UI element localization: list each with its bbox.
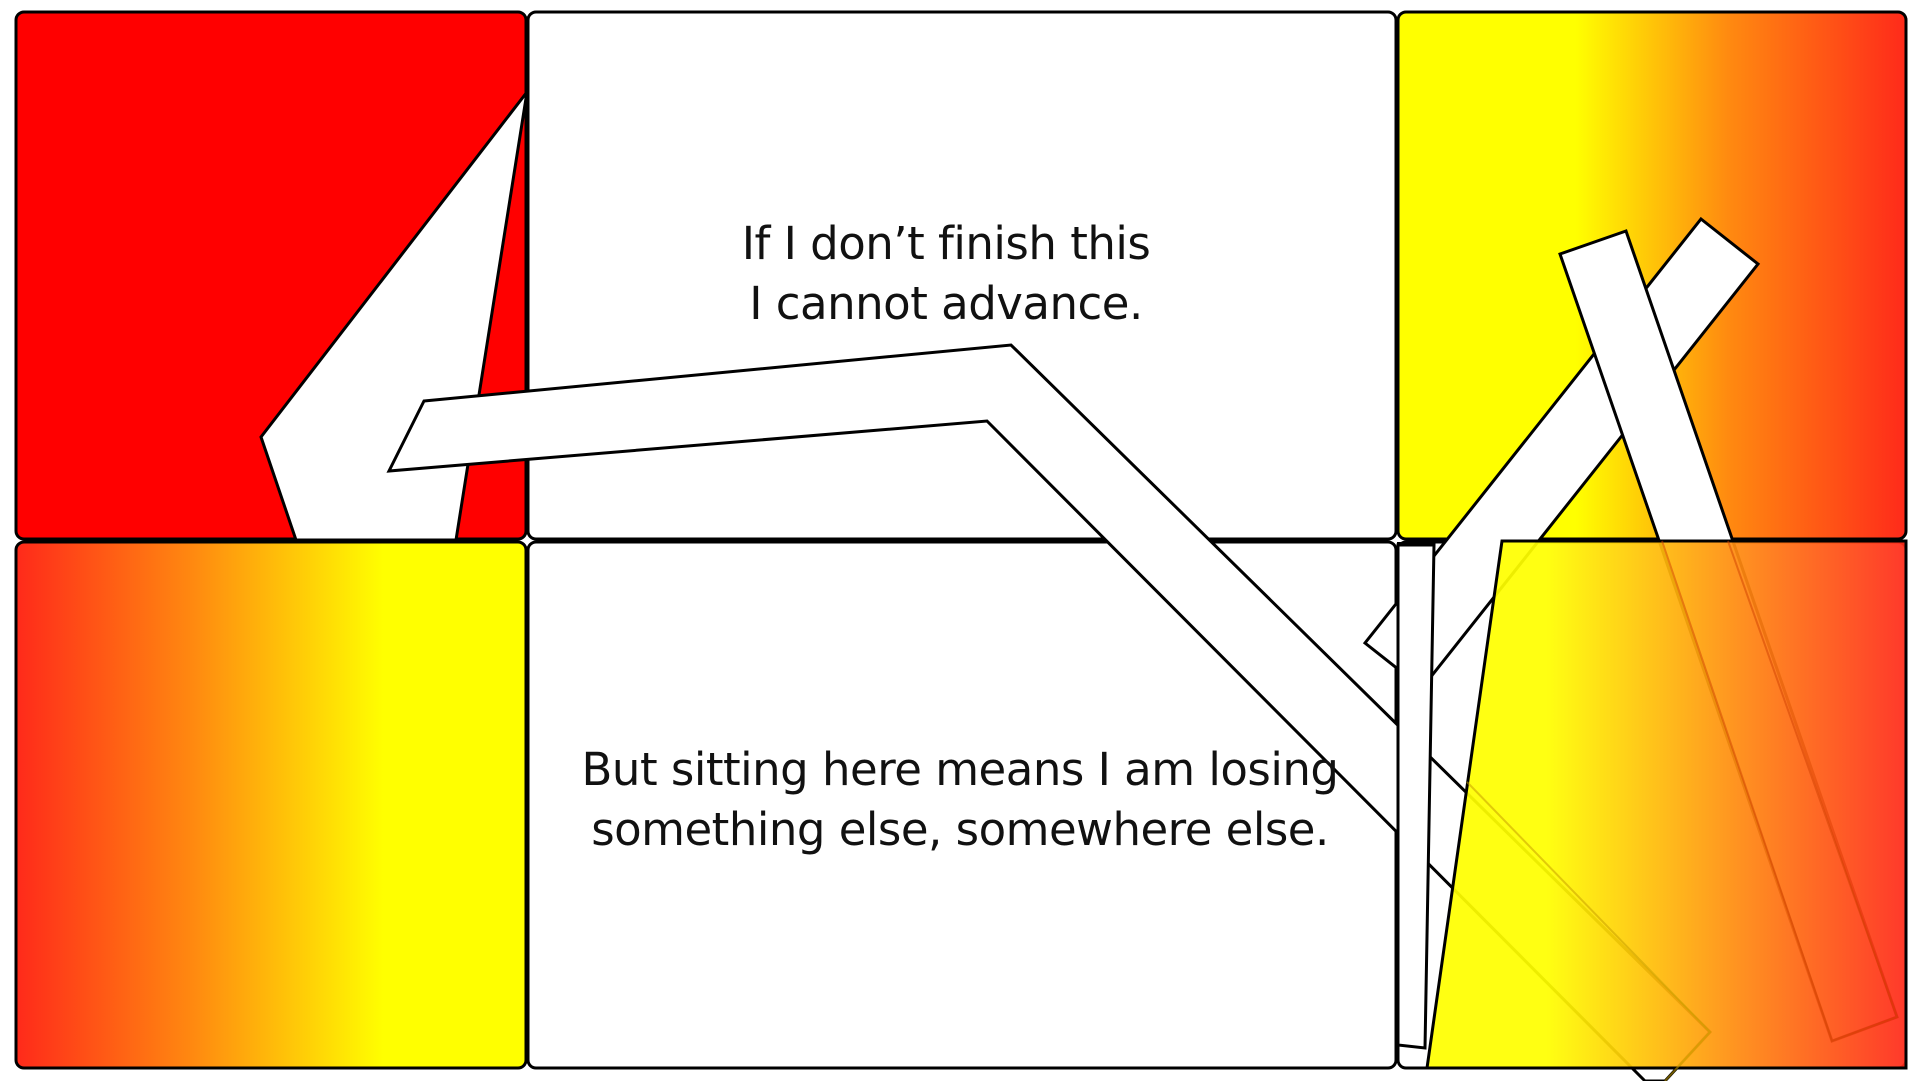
vertical-bar	[1396, 543, 1436, 1050]
caption-top-line-2: I cannot advance.	[749, 277, 1143, 330]
ghost-bar-outline	[1661, 540, 1899, 1043]
caption-bottom: But sitting here means I am losing somet…	[460, 740, 1460, 860]
caption-top-line-1: If I don’t finish this	[741, 217, 1151, 270]
bottom-right-gradient-shape	[1425, 539, 1908, 1070]
caption-top: If I don’t finish this I cannot advance.	[546, 214, 1346, 334]
caption-bottom-line-1: But sitting here means I am losing	[581, 743, 1339, 796]
panel-top-right	[1396, 10, 1908, 541]
panel-bottom-left	[14, 540, 528, 1070]
caption-bottom-line-2: something else, somewhere else.	[591, 803, 1329, 856]
ghost-strip-outline	[1466, 781, 1712, 1081]
